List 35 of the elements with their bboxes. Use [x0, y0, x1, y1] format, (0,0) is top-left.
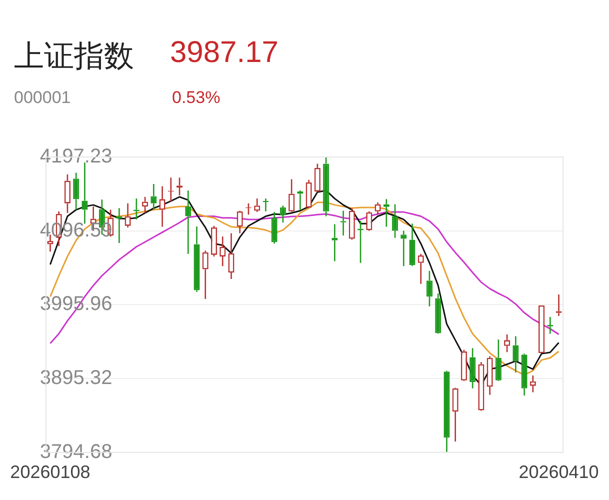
candlestick	[64, 174, 70, 214]
chart-title: 上证指数	[14, 38, 134, 76]
text: 3987.17	[170, 36, 278, 70]
text: 0.53%	[172, 88, 220, 108]
candlestick	[470, 348, 476, 390]
x-tick-label: 20260108	[10, 462, 90, 482]
candlestick	[280, 204, 286, 224]
candlestick	[271, 211, 278, 244]
candlestick	[202, 250, 208, 300]
candlestick	[194, 226, 200, 292]
chart-subtitle: 000001	[14, 88, 71, 108]
candlestick	[486, 356, 493, 396]
candlestick	[460, 349, 467, 380]
candlestick	[82, 162, 88, 224]
candlestick	[150, 183, 157, 210]
y-tick-label: 3895.32	[40, 367, 112, 390]
candlestick	[444, 370, 450, 453]
candlestick	[521, 353, 528, 396]
candlestick	[512, 336, 519, 373]
candlestick	[366, 210, 372, 230]
x-tick-label: 20260410	[518, 462, 599, 482]
candlestick	[73, 172, 80, 210]
candlestick	[452, 388, 458, 442]
y-tick-label: 3794.68	[40, 440, 112, 463]
candlestick	[400, 230, 407, 267]
candlestick	[435, 292, 442, 334]
candlestick	[236, 211, 243, 234]
candlestick	[185, 190, 192, 255]
candlestick	[306, 179, 312, 208]
candlestick	[323, 156, 330, 217]
candlestick	[228, 232, 234, 280]
candlestick	[409, 223, 416, 267]
candlestick	[530, 374, 536, 393]
candlestick	[262, 198, 269, 212]
candlestick	[159, 186, 166, 228]
